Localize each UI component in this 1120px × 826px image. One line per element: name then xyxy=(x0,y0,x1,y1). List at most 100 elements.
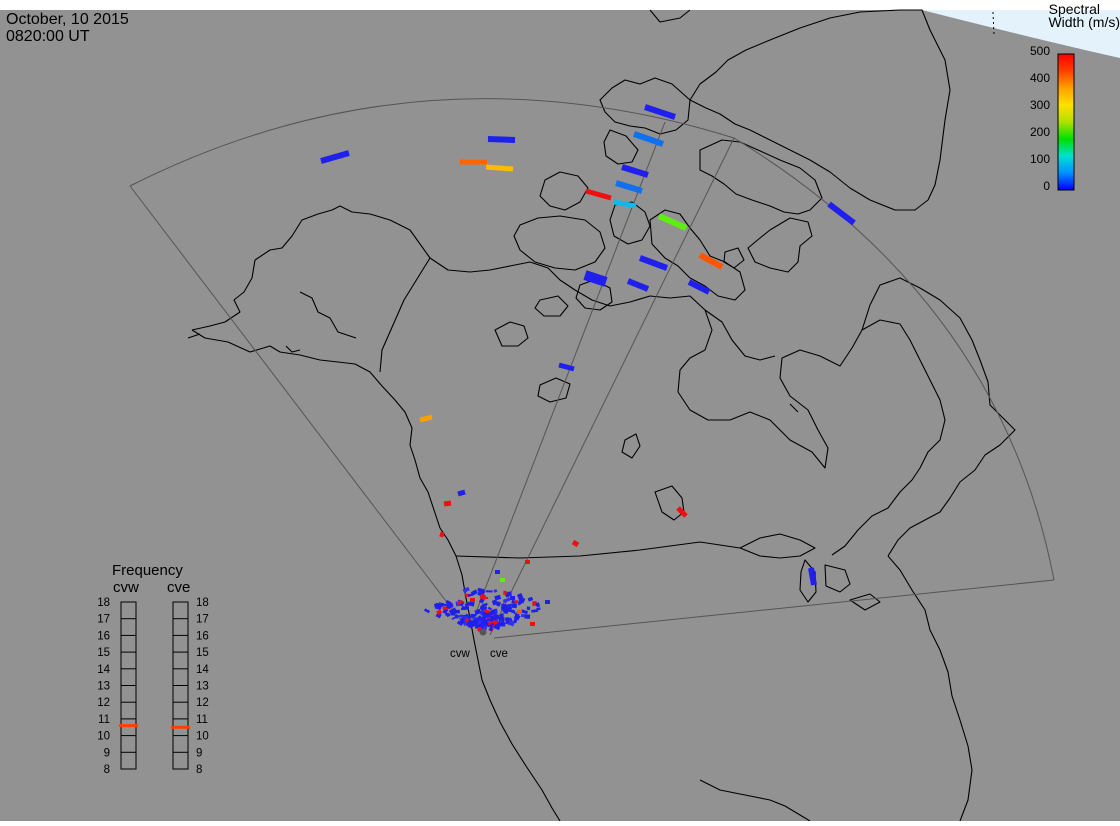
echo-segment xyxy=(443,500,452,507)
echo-speckle xyxy=(517,600,523,606)
echo-speckle xyxy=(499,613,505,617)
echo-speckle xyxy=(493,624,501,631)
echo-segment xyxy=(558,362,575,372)
echo-speckle xyxy=(527,596,534,602)
echo-speckle xyxy=(503,597,511,603)
echo-speckle xyxy=(470,613,476,617)
coastline-labrador xyxy=(861,277,1016,557)
coastline-arctic-island-1 xyxy=(539,171,589,211)
echo-speckle xyxy=(474,608,482,615)
border-canada-us xyxy=(455,541,741,559)
frequency-tick-label: 16 xyxy=(196,630,209,642)
coastline-alaska-north xyxy=(254,205,531,273)
echo-speckle xyxy=(507,609,515,613)
coastline-lake-superior xyxy=(739,533,816,559)
echo-segment xyxy=(621,164,649,178)
echo-speckle xyxy=(532,601,538,607)
frequency-tick-label: 8 xyxy=(104,764,110,776)
colorbar-tick-400: 400 xyxy=(1030,71,1050,85)
echo-segment xyxy=(698,252,724,270)
daylight-region xyxy=(922,10,1120,58)
terminator-line xyxy=(992,11,995,36)
echo-speckle xyxy=(478,589,485,593)
map-background xyxy=(0,10,1120,821)
echo-speckle xyxy=(530,622,535,626)
echo-speckle xyxy=(434,602,443,610)
echo-speckle xyxy=(461,606,470,610)
frequency-tick-label: 13 xyxy=(97,681,110,693)
echo-speckle xyxy=(446,605,451,609)
echo-speckle xyxy=(500,578,505,582)
frequency-tick-label: 12 xyxy=(196,697,209,709)
echo-speckle xyxy=(448,607,458,616)
coastline-arctic-island-4 xyxy=(649,209,746,301)
coastline-alaska-islands xyxy=(187,291,357,353)
coastline-ellesmere xyxy=(599,77,691,135)
echo-speckle xyxy=(454,614,459,619)
echo-speckle xyxy=(520,614,526,618)
echo-speckle xyxy=(492,620,499,624)
coastline-alaska-west xyxy=(191,259,256,331)
echo-speckle xyxy=(445,612,450,617)
echo-speckle xyxy=(487,606,492,611)
echo-segment xyxy=(571,539,580,548)
echo-speckle xyxy=(505,617,513,624)
frequency-radar-cve: cve xyxy=(167,579,190,596)
frequency-tick-label: 14 xyxy=(97,664,110,676)
coastline-greenland xyxy=(689,9,951,211)
colorbar-tick-100: 100 xyxy=(1030,152,1050,166)
echo-segment xyxy=(638,255,669,271)
colorbar-tick-500: 500 xyxy=(1030,44,1050,58)
coastline-lake-michigan xyxy=(799,559,817,603)
coastline-arctic-island-3 xyxy=(609,201,651,245)
echo-segment xyxy=(827,201,856,226)
echo-speckle xyxy=(518,596,523,602)
colorbar-tick-200: 200 xyxy=(1030,125,1050,139)
fov-east-edge xyxy=(493,579,1055,639)
echo-segment xyxy=(613,199,637,209)
colorbar-tick-300: 300 xyxy=(1030,98,1050,112)
echo-segment xyxy=(583,270,608,287)
echo-speckle xyxy=(460,619,465,625)
echo-segment xyxy=(626,278,650,292)
coastline-arctic-mainland xyxy=(529,261,946,556)
frequency-tick-label: 17 xyxy=(97,614,110,626)
echo-segment xyxy=(585,188,612,201)
echo-speckle xyxy=(483,621,489,627)
coastline-hudson-bay xyxy=(704,309,799,413)
frequency-tick-label: 16 xyxy=(97,630,110,642)
echo-segment xyxy=(485,164,514,172)
echo-speckle xyxy=(487,623,495,628)
fov-west-arc xyxy=(129,98,735,187)
echo-speckle xyxy=(481,596,489,600)
echo-speckle xyxy=(524,614,531,619)
coastline-lake-huron xyxy=(824,564,851,593)
echo-speckle xyxy=(485,590,493,593)
coastline-mexico xyxy=(699,779,811,822)
time-label: 0820:00 UT xyxy=(6,28,90,45)
echo-segment xyxy=(644,104,676,120)
border-alaska-canada xyxy=(379,257,431,373)
coastline-lake-1 xyxy=(621,433,641,459)
echo-speckle xyxy=(514,599,519,604)
echo-speckle xyxy=(501,606,507,611)
echo-speckle xyxy=(436,609,443,616)
echo-speckle xyxy=(454,609,460,614)
echo-speckle xyxy=(497,615,505,622)
echo-speckle xyxy=(462,586,470,593)
echo-speckle xyxy=(517,610,522,614)
colorbar-tick-0: 0 xyxy=(1043,179,1050,193)
radar-label-cvw: cvw xyxy=(450,648,471,660)
coastline-us-west xyxy=(455,555,561,822)
coastline-greenland-north xyxy=(649,9,691,23)
frequency-tick-label: 8 xyxy=(196,764,202,776)
echo-speckle xyxy=(456,599,464,605)
echo-segment xyxy=(687,279,711,295)
echo-speckle xyxy=(531,609,539,613)
echo-speckle xyxy=(491,599,498,606)
echo-speckle xyxy=(467,593,474,597)
echo-speckle xyxy=(510,596,515,600)
echo-speckle xyxy=(481,602,488,607)
echo-speckle xyxy=(445,600,452,606)
